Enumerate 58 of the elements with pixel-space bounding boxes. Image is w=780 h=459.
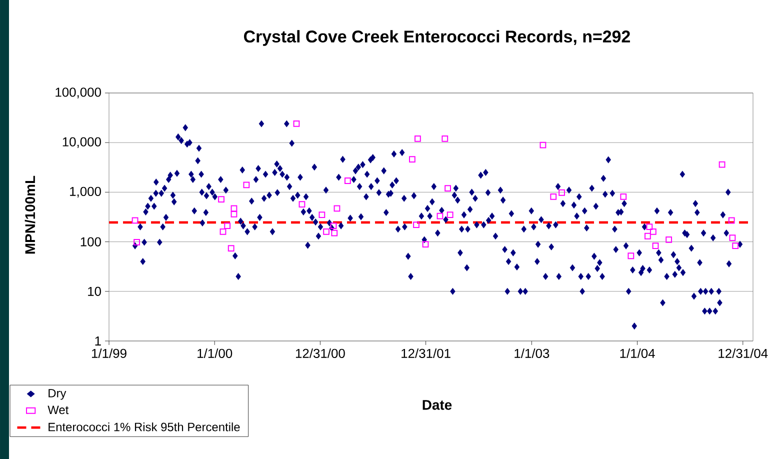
point bbox=[442, 135, 448, 142]
point bbox=[409, 156, 416, 163]
legend-label: Wet bbox=[48, 406, 69, 414]
point bbox=[644, 232, 651, 240]
point bbox=[558, 189, 565, 196]
point bbox=[652, 242, 659, 249]
point bbox=[318, 212, 326, 218]
point bbox=[298, 201, 306, 208]
point bbox=[293, 120, 300, 127]
point bbox=[220, 228, 226, 235]
point bbox=[728, 217, 735, 224]
point bbox=[132, 217, 138, 224]
point bbox=[331, 230, 338, 236]
point bbox=[444, 185, 451, 192]
point bbox=[550, 194, 557, 200]
point bbox=[330, 222, 337, 230]
point bbox=[540, 142, 546, 148]
legend-label: Dry bbox=[48, 389, 66, 400]
point bbox=[628, 252, 634, 260]
y-axis-title: MPN/100mL bbox=[24, 176, 36, 254]
x-tick-label: 1/1/99 bbox=[92, 348, 126, 358]
point bbox=[413, 222, 420, 228]
x-tick-label: 12/31/04 bbox=[718, 348, 768, 358]
point bbox=[718, 161, 726, 168]
y-tick-label: 10 bbox=[88, 286, 101, 296]
point bbox=[646, 224, 653, 230]
x-tick-label: 12/31/00 bbox=[296, 348, 345, 358]
point bbox=[230, 205, 238, 212]
y-tick-label: 1 bbox=[95, 336, 101, 346]
point bbox=[218, 196, 224, 202]
y-tick-label: 10,000 bbox=[62, 137, 101, 148]
point bbox=[650, 228, 656, 235]
x-tick-label: 1/1/04 bbox=[620, 348, 655, 358]
point bbox=[414, 135, 421, 142]
point bbox=[446, 212, 454, 218]
point bbox=[224, 222, 231, 230]
point bbox=[620, 194, 627, 200]
x-tick-label: 1/1/03 bbox=[514, 348, 550, 358]
point bbox=[134, 239, 140, 246]
point bbox=[422, 241, 429, 248]
point bbox=[230, 210, 238, 218]
chart-title: Crystal Cove Creek Enterococci Records, n=292 bbox=[244, 30, 630, 46]
point bbox=[666, 236, 672, 243]
y-tick-label: 100 bbox=[80, 237, 101, 246]
legend-label: Enterococci 1% Risk 95th Percentile bbox=[48, 422, 240, 432]
point bbox=[344, 178, 351, 184]
point bbox=[732, 242, 739, 249]
point bbox=[729, 234, 736, 242]
x-axis-title: Date bbox=[422, 400, 452, 410]
y-tick-label: 1,000 bbox=[70, 186, 101, 198]
point bbox=[243, 182, 250, 188]
point bbox=[334, 205, 340, 212]
point bbox=[228, 245, 234, 252]
point bbox=[323, 228, 330, 235]
x-tick-label: 1/1/00 bbox=[198, 348, 232, 358]
y-tick-label: 100,000 bbox=[56, 88, 101, 98]
point bbox=[436, 212, 444, 220]
x-tick-label: 12/31/01 bbox=[402, 348, 450, 358]
